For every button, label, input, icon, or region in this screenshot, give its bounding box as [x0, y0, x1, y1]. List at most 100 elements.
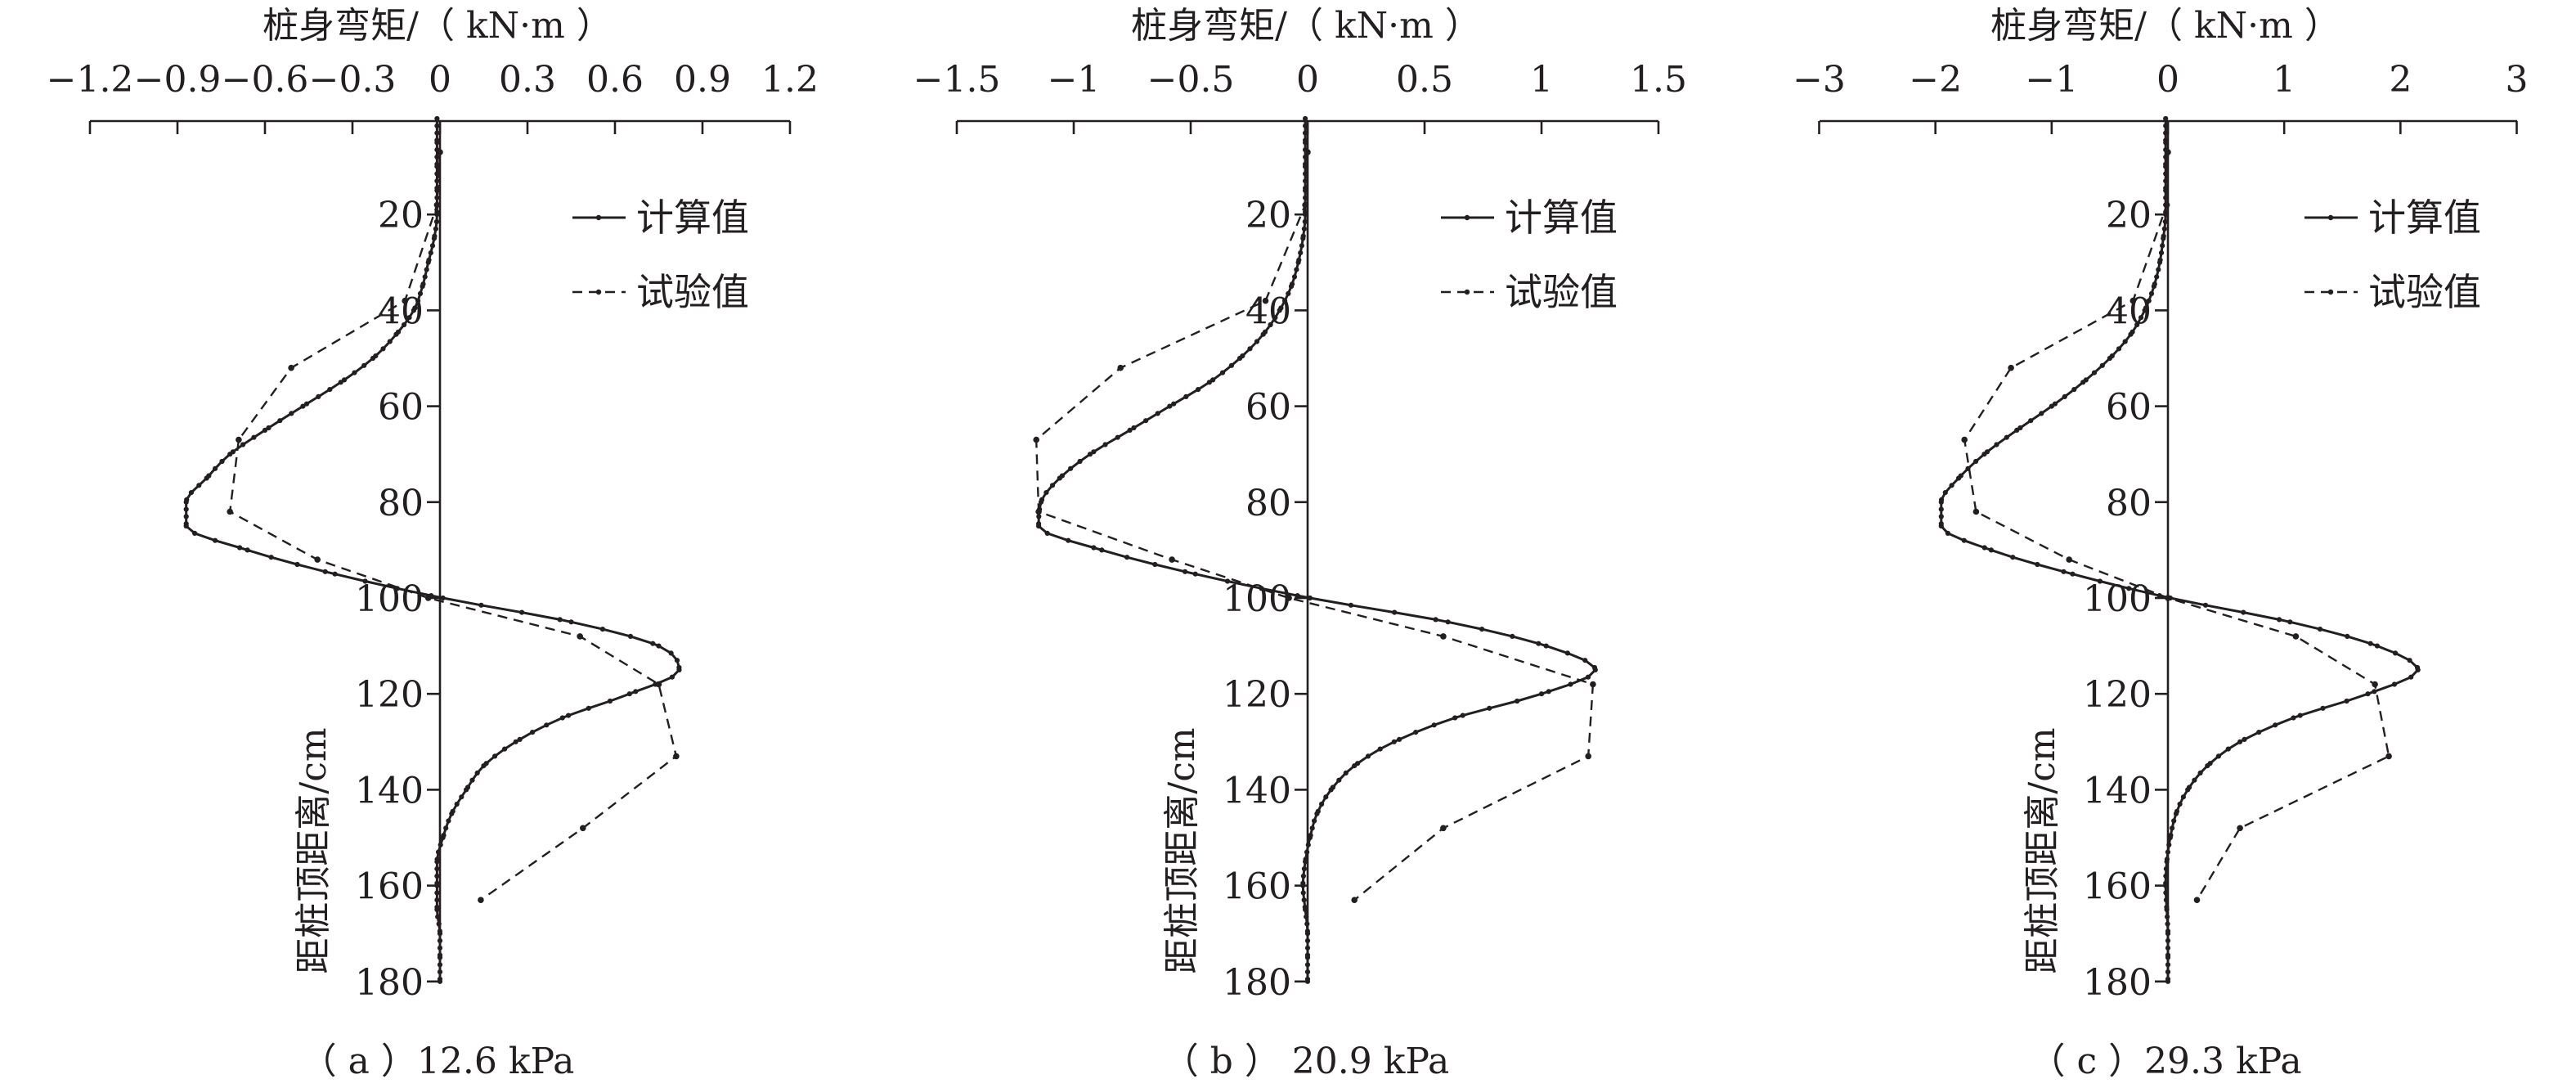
calculated-point [434, 906, 440, 912]
calculated-point [1391, 739, 1397, 744]
calculated-point [607, 698, 613, 704]
measured-point [1035, 508, 1042, 515]
calculated-point [1445, 619, 1451, 625]
x-tick-label: −1.5 [913, 59, 1001, 101]
legend-item-calculated: 计算值 [1441, 196, 1618, 240]
calculated-point [417, 290, 424, 296]
calculated-point [1305, 842, 1311, 847]
calculated-point [1091, 449, 1097, 455]
measured-point [580, 825, 586, 832]
calculated-point [213, 537, 218, 543]
measured-point [2129, 297, 2137, 304]
calculated-point [2163, 164, 2169, 169]
calculated-point [2237, 739, 2243, 744]
measured-point [2165, 595, 2171, 601]
measured-point [402, 297, 409, 304]
calculated-point [449, 811, 455, 816]
calculated-point [2167, 834, 2173, 841]
legend-item-calculated: 计算值 [572, 196, 749, 240]
x-axis-title: 桩身弯矩/（ kN·m ） [1131, 5, 1481, 47]
calculated-point [1510, 633, 1515, 640]
calculated-point [2128, 331, 2134, 337]
legend-marker [2327, 289, 2334, 295]
calculated-point [1988, 547, 1994, 553]
calculated-point [1277, 308, 1282, 313]
calculated-point [2165, 955, 2171, 960]
calculated-point [650, 641, 656, 646]
calculated-point [446, 818, 451, 824]
x-tick-label: 1 [2273, 59, 2296, 101]
calculated-point [434, 897, 440, 903]
calculated-point [240, 442, 246, 447]
calculated-point [322, 569, 328, 574]
measured-point [2193, 897, 2201, 903]
calculated-point [474, 770, 480, 776]
calculated-point [443, 825, 449, 831]
calculated-point [1036, 514, 1042, 519]
calculated-point [434, 178, 440, 184]
calculated-point [227, 452, 233, 457]
y-axis-title: 距桩顶距离/cm [293, 727, 334, 973]
measured-point [2237, 825, 2243, 832]
calculated-point [1343, 770, 1349, 776]
measured-point [1302, 201, 1308, 209]
calculated-point [437, 978, 443, 984]
calculated-point [676, 667, 682, 673]
calculated-point [1312, 818, 1317, 824]
calculated-point [1397, 736, 1402, 743]
measured-point [1440, 825, 1447, 832]
x-tick-label: 0 [2156, 59, 2179, 101]
calculated-point [434, 873, 440, 879]
calculated-point [1303, 859, 1308, 865]
calculated-point [380, 346, 386, 352]
calculated-point [1319, 801, 1325, 807]
calculated-point [1304, 937, 1311, 944]
calculated-point [2393, 650, 2399, 656]
calculated-point [1945, 530, 1950, 537]
calculated-point [289, 411, 294, 416]
calculated-point [517, 736, 523, 743]
calculated-point [2164, 859, 2170, 865]
calculated-point [2014, 427, 2020, 434]
calculated-point [2156, 267, 2161, 272]
calculated-point [1036, 524, 1042, 529]
calculated-point [1949, 483, 1954, 488]
calculated-point [656, 643, 662, 649]
calculated-point [2126, 586, 2132, 591]
calculated-point [1336, 777, 1342, 783]
calculated-point [213, 465, 218, 471]
calculated-point [268, 555, 274, 560]
calculated-point [1124, 555, 1130, 560]
calculated-point [434, 154, 440, 160]
calculated-point [2161, 236, 2166, 241]
calculated-point [1303, 906, 1308, 912]
calculated-point [1298, 250, 1304, 256]
calculated-point [1282, 298, 1288, 303]
calculated-point [2163, 890, 2169, 896]
calculated-point [1546, 689, 1551, 695]
calculated-point [437, 955, 443, 960]
calculated-point [2391, 681, 2398, 687]
calculated-point [425, 259, 431, 265]
calculated-point [2320, 705, 2326, 711]
calculated-point [2122, 339, 2128, 344]
measured-point [1286, 595, 1292, 601]
calculated-point [431, 236, 438, 241]
calculated-point [2317, 627, 2323, 632]
calculated-point [1377, 746, 1383, 752]
calculated-point [192, 530, 198, 537]
x-tick-label: −0.6 [222, 59, 309, 101]
x-tick-label: 1.2 [761, 59, 819, 101]
y-tick-label: 60 [1245, 387, 1291, 429]
calculated-point [1304, 945, 1311, 951]
measured-point [424, 595, 432, 601]
calculated-point [2241, 609, 2246, 615]
calculated-point [1304, 849, 1310, 855]
calculated-point [402, 321, 407, 328]
calculated-point [469, 777, 475, 783]
calculated-point [2163, 123, 2169, 128]
y-tick-label: 160 [2083, 866, 2152, 908]
measured-point [437, 149, 443, 155]
calculated-point [245, 547, 250, 553]
